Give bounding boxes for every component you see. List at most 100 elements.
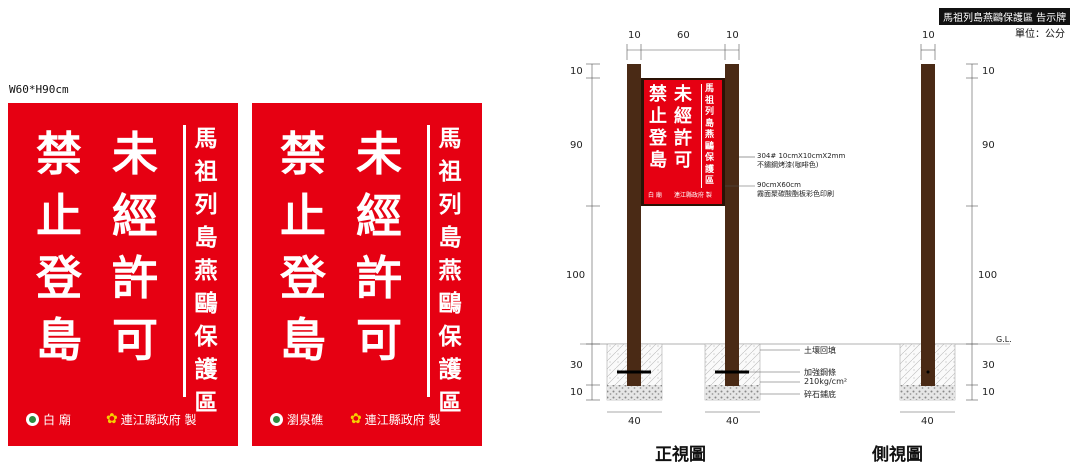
county-emblem-icon: ✿ — [350, 411, 362, 427]
mini-char: 燕 — [705, 130, 715, 140]
mini-vertical: 馬 祖 列 島 燕 鷗 保 護 區 — [705, 84, 714, 188]
sign-char: 保 — [194, 324, 218, 350]
sign-char: 列 — [438, 192, 462, 218]
sign-char: 禁 — [280, 127, 326, 181]
sign-char: 未 — [112, 127, 158, 181]
mini-char: 許 — [674, 128, 692, 149]
mini-char: 馬 — [705, 84, 715, 94]
post-right — [725, 64, 739, 386]
dim-right-2: 90 — [982, 140, 995, 151]
mini-main-right: 未 經 許 可 — [674, 84, 692, 172]
sign-char: 可 — [356, 313, 402, 367]
sign-char: 保 — [438, 324, 462, 350]
dim-top-2: 60 — [677, 30, 690, 41]
location-text: 瀏泉礁 — [287, 413, 324, 427]
county-emblem-icon: ✿ — [106, 411, 118, 427]
mini-char: 列 — [705, 107, 715, 117]
dim-right-4: 30 — [982, 360, 995, 371]
panel-spec-line2: 霧面聚碳酸酯板彩色印刷 — [757, 190, 834, 198]
post-spec-line1: 304# 10cmX10cmX2mm — [757, 152, 846, 160]
dim-left-3: 100 — [566, 270, 586, 281]
sign-vertical-title: 馬 祖 列 島 燕 鷗 保 護 區 — [191, 123, 221, 420]
sign-char: 祖 — [438, 159, 462, 185]
sign-char: 可 — [112, 313, 158, 367]
sign-char: 護 — [438, 357, 462, 383]
sign-main-right-column: 未 經 許 可 — [104, 123, 166, 371]
concrete-note: 210kg/cm² — [804, 377, 848, 386]
dim-left-4: 30 — [570, 360, 583, 371]
sign-char: 鷗 — [194, 291, 218, 317]
sign-footer-location: 白 廟 — [26, 411, 71, 428]
dim-bottom-2: 40 — [726, 416, 739, 427]
sign-char: 馬 — [194, 126, 218, 152]
mini-char: 禁 — [649, 84, 667, 105]
dim-left-1: 10 — [570, 66, 583, 77]
dim-left-5: 10 — [570, 387, 583, 398]
sign-main-right-column: 未 經 許 可 — [348, 123, 410, 371]
mini-footer-right: 連江縣政府 製 — [674, 192, 712, 199]
sign-char: 經 — [112, 189, 158, 243]
mini-char: 保 — [705, 153, 715, 163]
sign-char: 登 — [280, 251, 326, 305]
mini-sign: 未 經 許 可 禁 止 登 島 馬 祖 列 島 燕 鷗 保 護 區 白 廟 連江… — [644, 80, 722, 204]
sign-char: 島 — [438, 225, 462, 251]
sign-char: 許 — [112, 251, 158, 305]
sign-char: 列 — [194, 192, 218, 218]
post-spec-line2: 不鏽鋼烤漆(咖啡色) — [757, 161, 819, 169]
mini-char: 鷗 — [705, 141, 715, 152]
sign-char: 經 — [356, 189, 402, 243]
dim-top-3: 10 — [726, 30, 739, 41]
mini-char: 經 — [674, 106, 692, 127]
sign-char: 島 — [36, 313, 82, 367]
issuer-text: 連江縣政府 製 — [364, 413, 441, 427]
dim-right-1: 10 — [982, 66, 995, 77]
sign-char: 護 — [194, 357, 218, 383]
sign-footer-issuer: ✿ 連江縣政府 製 — [106, 411, 197, 428]
panel-spec-line1: 90cmX60cm — [757, 181, 801, 189]
gravel-right — [705, 385, 760, 400]
sign-char: 島 — [194, 225, 218, 251]
mini-char: 未 — [674, 84, 692, 105]
mini-char: 祖 — [705, 95, 715, 106]
mini-footer-left: 白 廟 — [648, 192, 662, 199]
mini-divider — [701, 84, 702, 188]
rebar-note: 加強鋼條 — [804, 368, 836, 377]
sign-char: 島 — [280, 313, 326, 367]
sign-size-label: W60*H90cm — [9, 83, 69, 96]
sign-divider — [427, 125, 430, 397]
sign-char: 燕 — [438, 258, 462, 284]
panel-spec-note: 90cmX60cm 霧面聚碳酸酯板彩色印刷 — [757, 181, 834, 199]
mini-sign-panel — [644, 80, 722, 204]
dim-right-5: 10 — [982, 387, 995, 398]
dim-side-top: 10 — [922, 30, 935, 41]
reserve-emblem-icon — [26, 413, 39, 426]
mini-char: 護 — [705, 164, 715, 175]
sign-char: 未 — [356, 127, 402, 181]
mini-char: 登 — [649, 128, 667, 149]
front-view-label: 正視圖 — [655, 445, 706, 465]
sign-char: 祖 — [194, 159, 218, 185]
sign-footer-issuer: ✿ 連江縣政府 製 — [350, 411, 441, 428]
sign-main-left-column: 禁 止 登 島 — [272, 123, 334, 371]
unit-label: 單位：公分 — [1015, 29, 1065, 40]
mini-char: 可 — [674, 150, 692, 171]
gravel-left — [607, 385, 662, 400]
sign-char: 區 — [438, 390, 462, 416]
gravel-note: 碎石鋪底 — [804, 390, 836, 399]
sign-panel-1: 未 經 許 可 禁 止 登 島 馬 祖 列 島 燕 鷗 保 護 區 白 廟 ✿ … — [8, 103, 238, 446]
dim-right-3: 100 — [978, 270, 998, 281]
gravel-side — [900, 385, 955, 400]
mini-char: 區 — [705, 176, 715, 186]
issuer-text: 連江縣政府 製 — [120, 413, 197, 427]
sign-char: 止 — [36, 189, 82, 243]
reserve-emblem-icon — [270, 413, 283, 426]
sign-panel-2: 未 經 許 可 禁 止 登 島 馬 祖 列 島 燕 鷗 保 護 區 瀏泉礁 ✿ … — [252, 103, 482, 446]
mini-char: 止 — [649, 106, 667, 127]
rebar-side — [926, 370, 930, 374]
sign-footer-location: 瀏泉礁 — [270, 411, 323, 428]
sign-char: 燕 — [194, 258, 218, 284]
dim-bottom-1: 40 — [628, 416, 641, 427]
sign-char: 許 — [356, 251, 402, 305]
dim-bottom-side: 40 — [921, 416, 934, 427]
